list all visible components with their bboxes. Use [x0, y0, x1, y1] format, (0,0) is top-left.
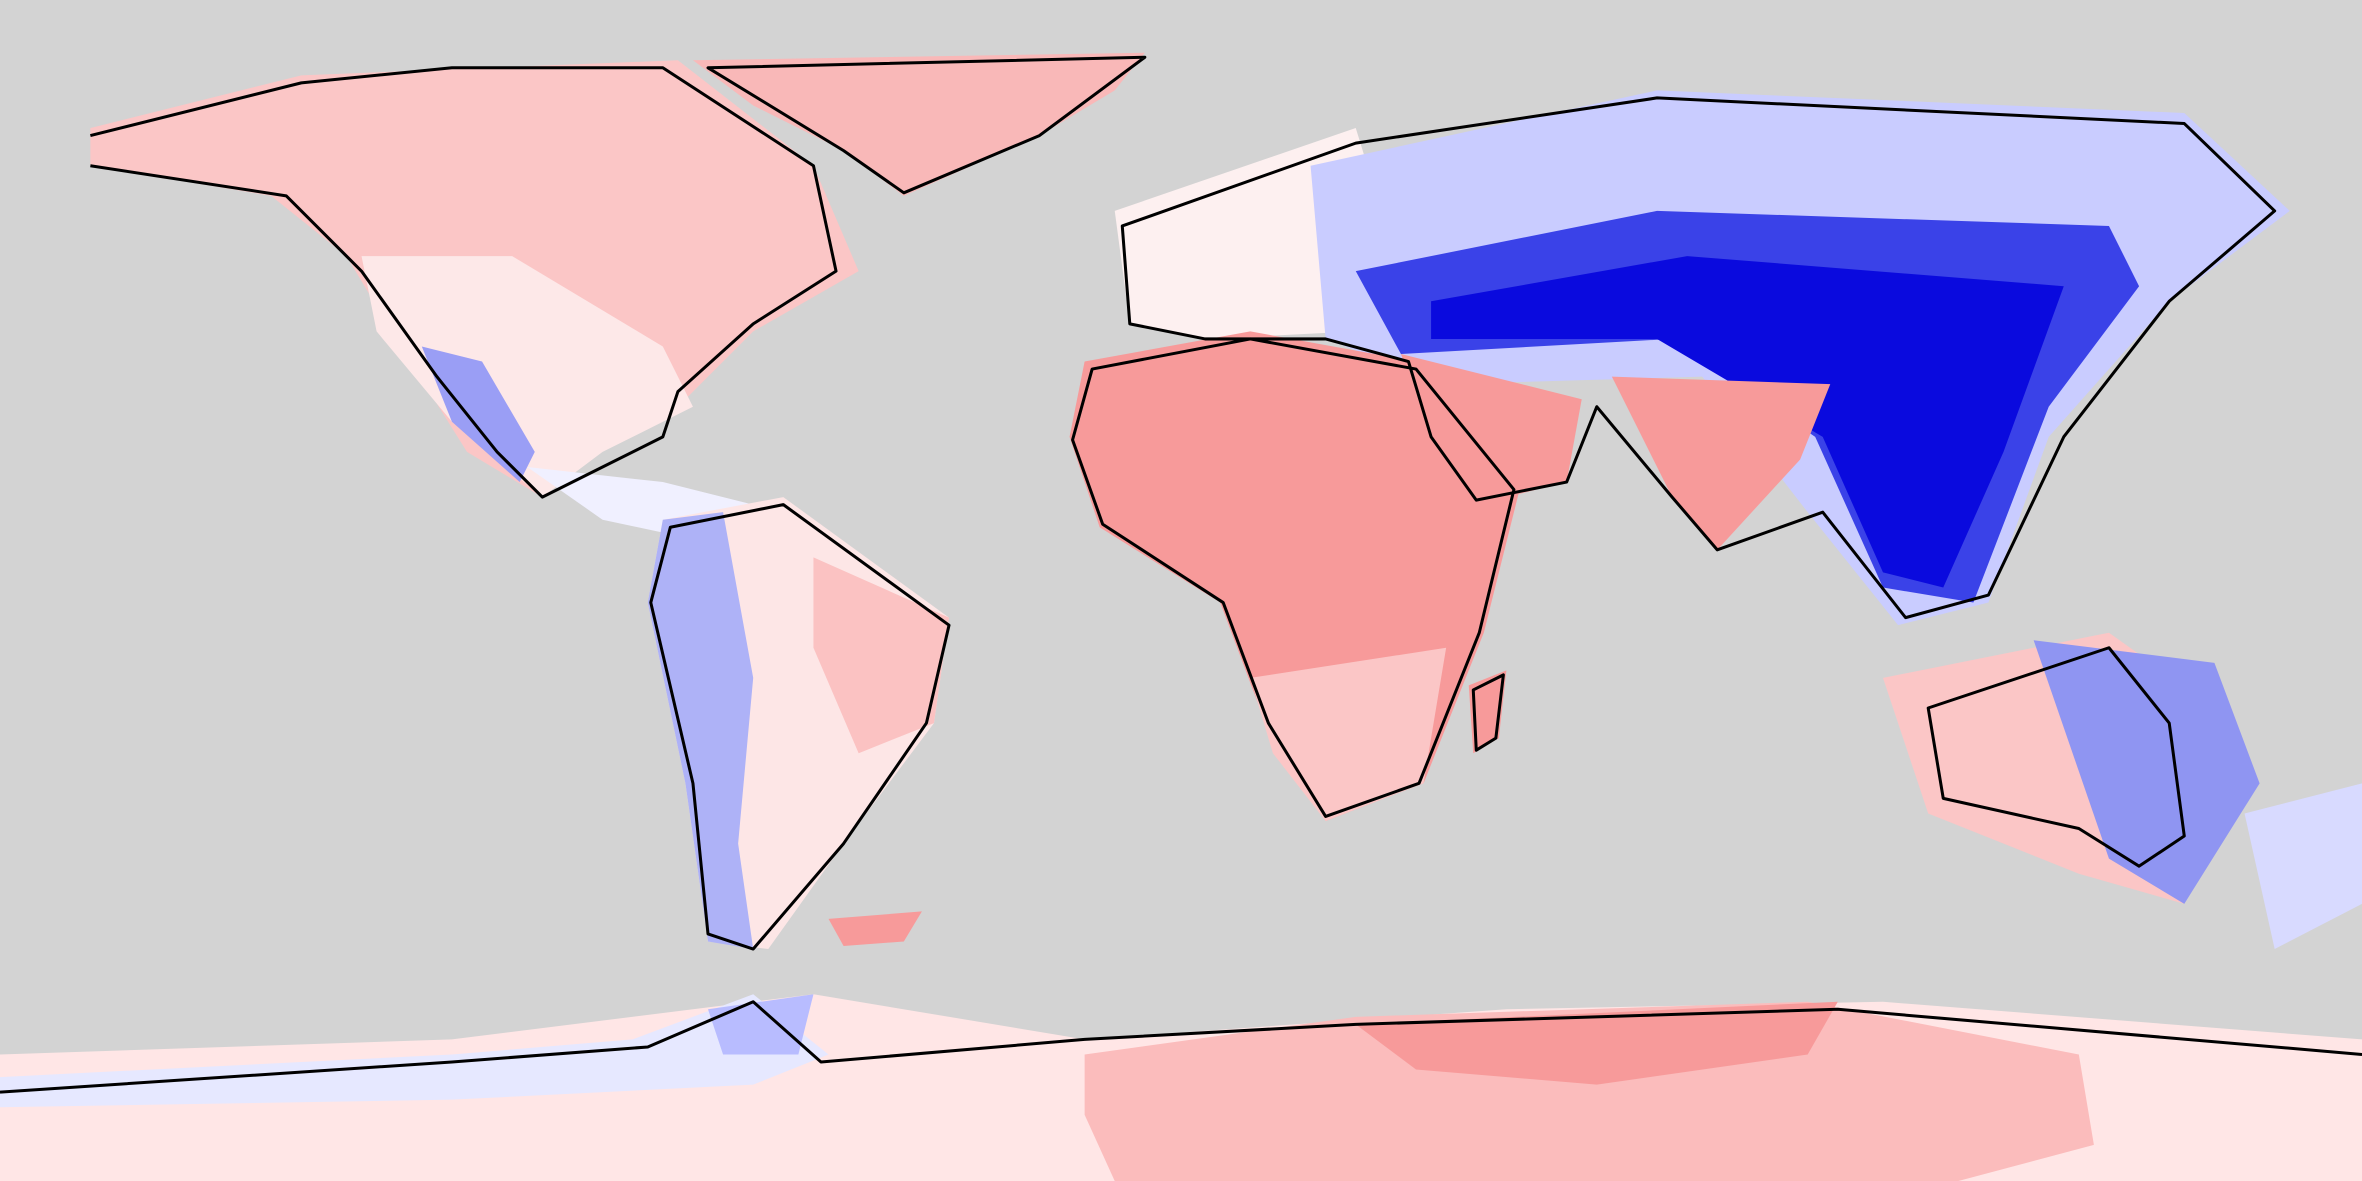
greenland — [692, 52, 1145, 196]
africa-south — [1250, 647, 1447, 821]
antarctica-warm-core — [1355, 1001, 1838, 1085]
map-layer — [0, 52, 2362, 1181]
coastline — [649, 503, 951, 951]
coastline — [90, 66, 838, 499]
north-america-south — [361, 256, 693, 498]
india — [1611, 376, 1831, 550]
coastline — [1071, 337, 1516, 818]
south-america-east — [813, 557, 950, 754]
arabia — [1400, 354, 1582, 505]
new-zealand — [2244, 783, 2362, 950]
coastline — [1926, 646, 2186, 868]
coastline — [0, 1000, 2362, 1094]
south-georgia — [828, 911, 922, 947]
australia-east — [2033, 640, 2260, 904]
asia-cool-core — [1431, 256, 2064, 588]
coastline — [1471, 673, 1505, 752]
coastline — [706, 55, 1147, 195]
antarctica-warm — [1084, 1001, 2094, 1181]
south-america-west — [647, 512, 754, 950]
mexico-cool — [421, 346, 535, 483]
coastline — [1120, 96, 2277, 620]
